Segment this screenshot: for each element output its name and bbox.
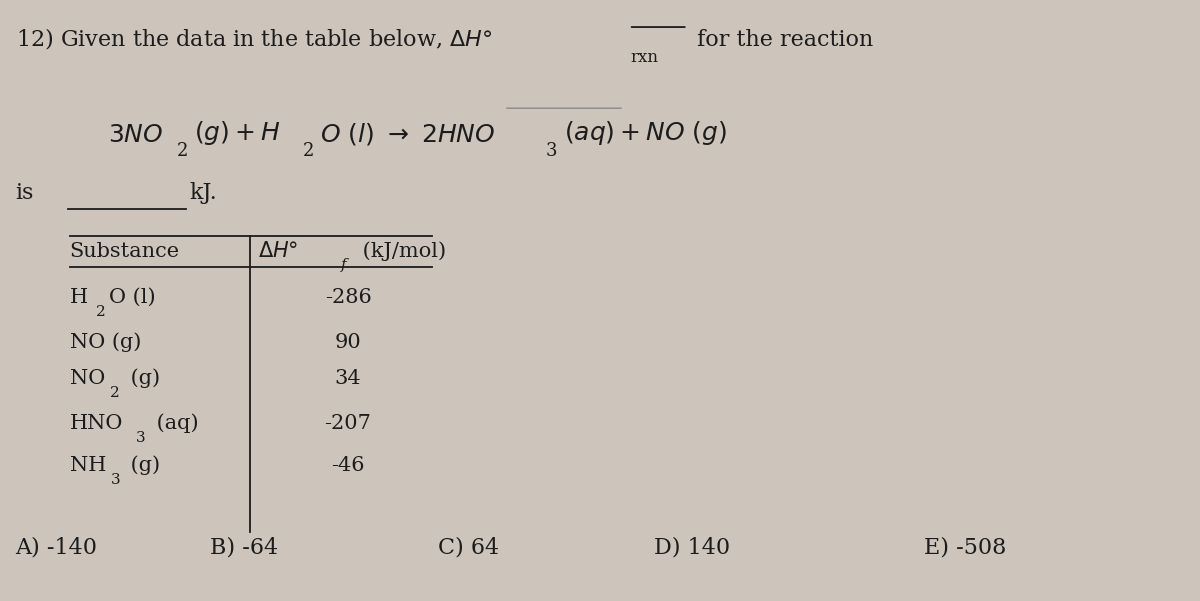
Text: NO (g): NO (g) [70,332,140,352]
Text: kJ.: kJ. [190,182,217,204]
Text: HNO: HNO [70,413,122,433]
Text: f: f [341,258,347,272]
Text: -286: -286 [325,287,371,307]
Text: B) -64: B) -64 [210,537,278,559]
Text: -207: -207 [324,413,372,433]
Text: 2: 2 [302,142,313,160]
Text: 2: 2 [96,305,106,319]
Text: $O\ (l)\ \rightarrow\ 2HNO$: $O\ (l)\ \rightarrow\ 2HNO$ [320,121,496,147]
Text: 2: 2 [110,386,120,400]
Text: E) -508: E) -508 [924,537,1007,559]
Text: -46: -46 [331,456,365,475]
Text: 12) Given the data in the table below, $\Delta H°$: 12) Given the data in the table below, $… [16,26,492,51]
Text: (g): (g) [124,368,160,388]
Text: for the reaction: for the reaction [690,29,874,51]
Text: Substance: Substance [70,242,180,261]
Text: (aq): (aq) [150,413,199,433]
Text: D) 140: D) 140 [654,537,730,559]
Text: 3: 3 [546,142,558,160]
Text: A) -140: A) -140 [16,537,97,559]
Text: 90: 90 [335,332,361,352]
Text: $(aq) +NO\ (g)$: $(aq) +NO\ (g)$ [564,119,727,147]
Text: is: is [16,182,34,204]
Text: 2: 2 [176,142,187,160]
Text: 3: 3 [110,473,120,487]
Text: rxn: rxn [630,49,658,66]
Text: 34: 34 [335,368,361,388]
Text: $(g) +H$: $(g) +H$ [194,119,281,147]
Text: O (l): O (l) [109,287,156,307]
Text: 3: 3 [136,431,145,445]
Text: (g): (g) [124,455,160,475]
Text: C) 64: C) 64 [438,537,499,559]
Text: NO: NO [70,368,104,388]
Text: (kJ/mol): (kJ/mol) [356,242,446,261]
Text: $\Delta H°$: $\Delta H°$ [258,242,299,261]
Text: NH: NH [70,456,106,475]
Text: H: H [70,287,88,307]
Text: $3NO$: $3NO$ [108,124,163,147]
